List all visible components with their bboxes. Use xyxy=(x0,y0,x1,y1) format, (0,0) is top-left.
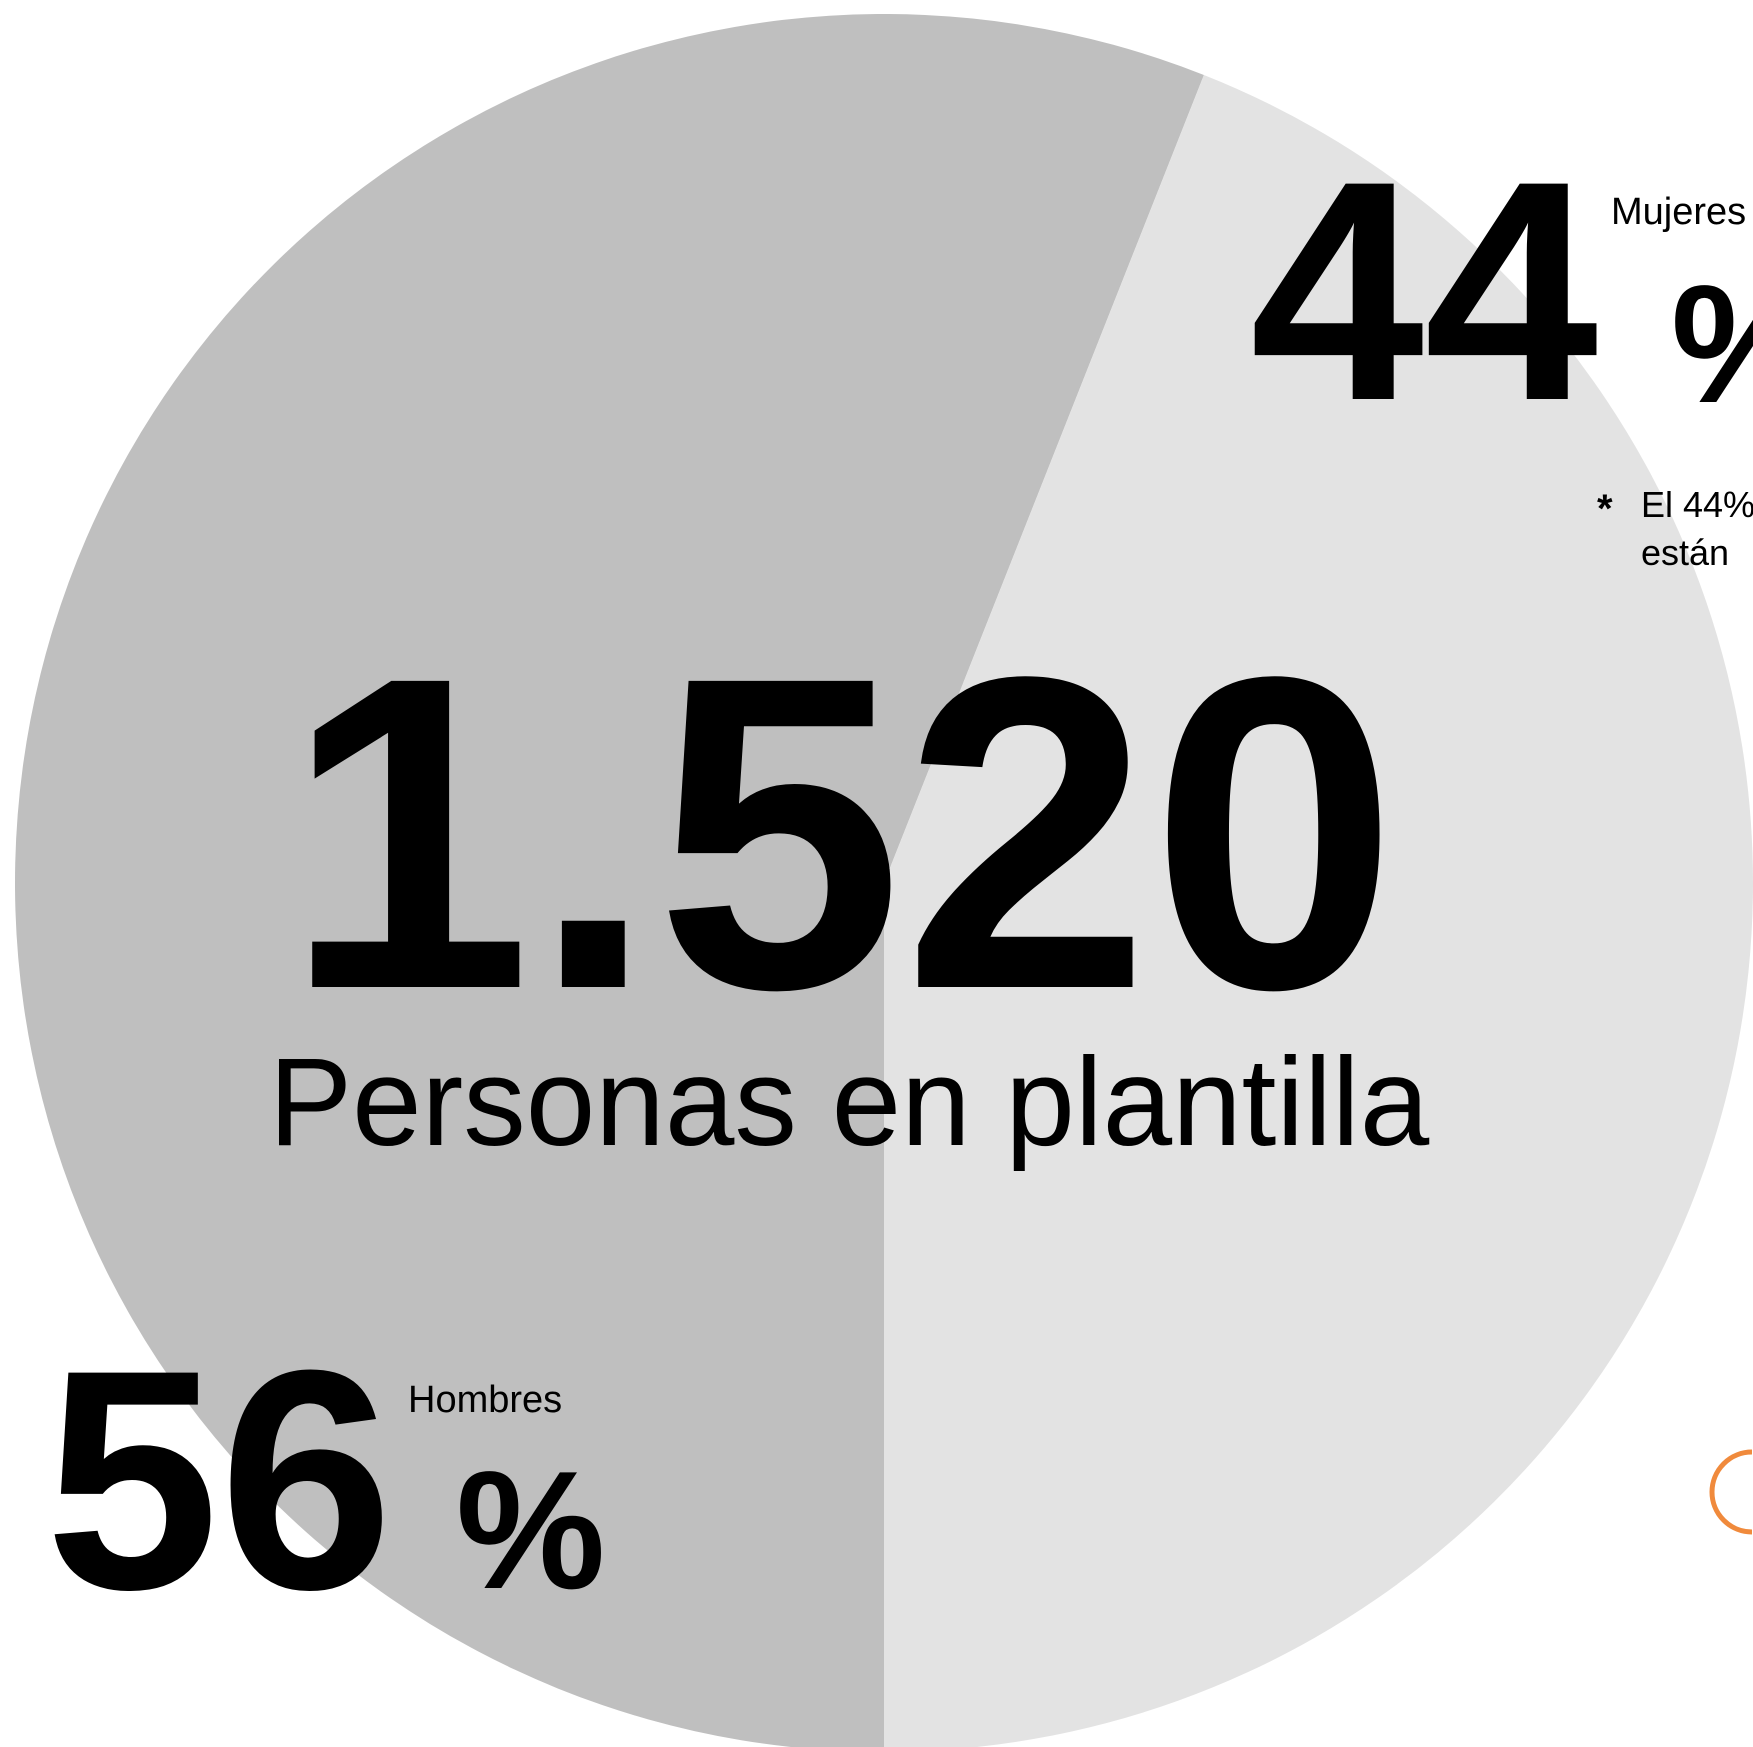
total-label: Personas en plantilla xyxy=(269,1033,1430,1172)
note-line: están xyxy=(1641,532,1729,573)
pie-slice xyxy=(884,75,1753,1747)
note-marker: * xyxy=(1597,487,1613,531)
unit-label: % xyxy=(456,1436,605,1624)
value-label: 56 xyxy=(45,1306,393,1655)
note-line: El 44% xyxy=(1641,484,1753,525)
category-label: Hombres xyxy=(408,1379,562,1421)
pie-slice xyxy=(15,14,1204,1747)
unit-label: % xyxy=(1671,250,1753,438)
pie xyxy=(15,14,1753,1747)
total-value: 1.520 xyxy=(284,585,1398,1082)
value-label: 44 xyxy=(1250,117,1600,466)
category-label: Mujeres xyxy=(1611,191,1746,233)
icon xyxy=(1709,1449,1753,1535)
